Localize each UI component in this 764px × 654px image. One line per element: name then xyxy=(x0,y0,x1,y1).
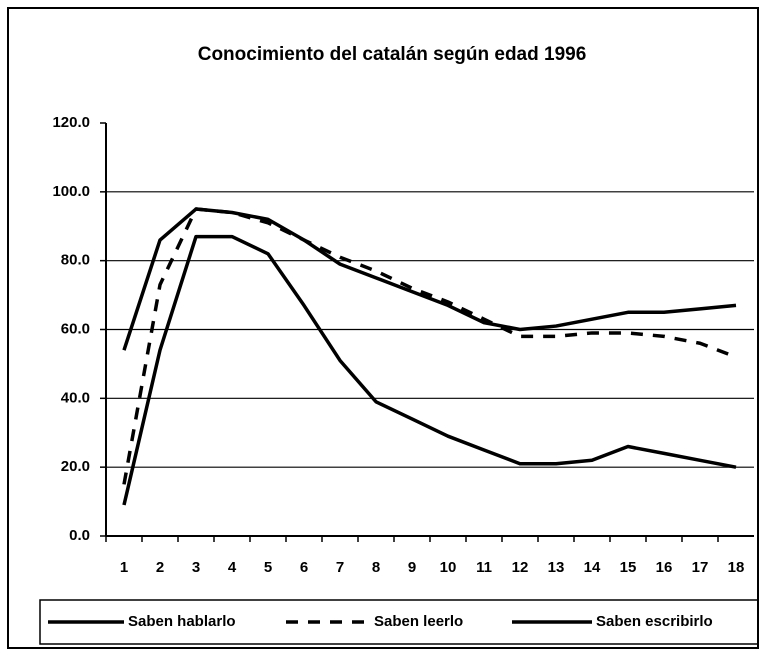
legend-box xyxy=(39,599,759,645)
x-tick-label: 18 xyxy=(728,559,745,576)
y-tick-label: 20.0 xyxy=(61,458,90,475)
chart-border xyxy=(7,7,759,649)
x-tick-label: 8 xyxy=(372,559,380,576)
chart-title: Conocimiento del catalán según edad 1996 xyxy=(198,44,587,65)
x-tick-label: 3 xyxy=(192,559,200,576)
y-tick-label: 60.0 xyxy=(61,320,90,337)
x-tick-label: 12 xyxy=(512,559,529,576)
x-tick-label: 7 xyxy=(336,559,344,576)
legend-label: Saben hablarlo xyxy=(128,613,236,630)
x-tick-label: 11 xyxy=(476,559,492,576)
x-tick-label: 9 xyxy=(408,559,416,576)
x-tick-label: 17 xyxy=(692,559,709,576)
legend-label: Saben escribirlo xyxy=(596,613,713,630)
x-tick-label: 4 xyxy=(228,559,237,576)
x-tick-label: 1 xyxy=(120,559,128,576)
y-tick-label: 0.0 xyxy=(69,527,90,544)
x-tick-label: 14 xyxy=(584,559,601,576)
x-tick-label: 2 xyxy=(156,559,164,576)
x-tick-label: 6 xyxy=(300,559,308,576)
series-line xyxy=(122,234,737,506)
y-tick-label: 80.0 xyxy=(61,252,90,269)
x-tick-label: 10 xyxy=(440,559,457,576)
x-tick-label: 15 xyxy=(620,559,637,576)
x-tick-label: 16 xyxy=(656,559,673,576)
legend-label: Saben leerlo xyxy=(374,613,463,630)
series-line xyxy=(122,207,737,485)
x-tick-label: 13 xyxy=(548,559,565,576)
y-tick-label: 120.0 xyxy=(52,114,90,131)
y-tick-label: 40.0 xyxy=(61,389,90,406)
y-tick-label: 100.0 xyxy=(52,183,90,200)
x-tick-label: 5 xyxy=(264,559,272,576)
